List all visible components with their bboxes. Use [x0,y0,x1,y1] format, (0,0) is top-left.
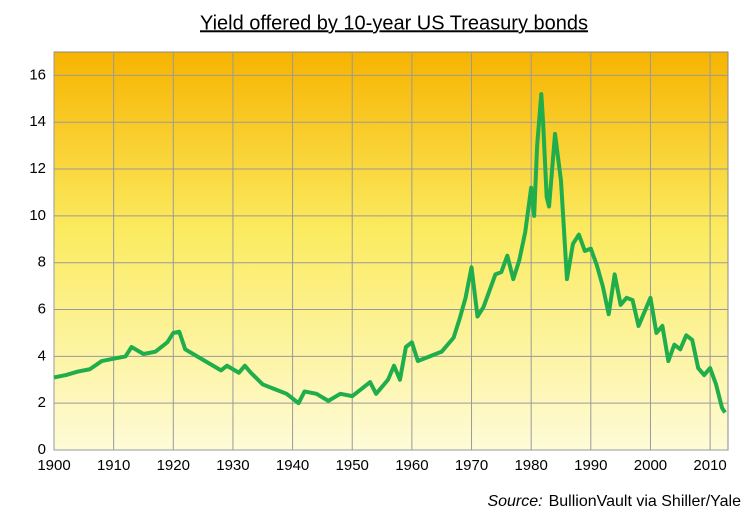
source-text: BullionVault via Shiller/Yale [549,493,742,510]
y-tick-label: 0 [38,441,46,458]
x-tick-label: 1910 [97,457,130,474]
plot-area [53,51,729,451]
x-tick-label: 1990 [574,457,607,474]
y-tick-label: 6 [38,300,46,317]
source: Source: BullionVault via Shiller/Yale [487,493,741,510]
y-tick-label: 10 [29,207,46,224]
x-tick-label: 1920 [157,457,190,474]
x-tick-label: 1980 [514,457,547,474]
source-label: Source: [487,493,542,510]
x-tick-label: 1900 [37,457,70,474]
x-tick-label: 1930 [216,457,249,474]
y-tick-label: 2 [38,394,46,411]
x-tick-label: 1960 [395,457,428,474]
y-tick-label: 4 [38,347,46,364]
yield-line [53,92,727,414]
y-tick-label: 12 [29,160,46,177]
y-tick-label: 16 [29,66,46,83]
x-tick-label: 1950 [336,457,369,474]
x-tick-label: 2000 [634,457,667,474]
x-tick-label: 2010 [693,457,726,474]
chart-title: Yield offered by 10-year US Treasury bon… [200,12,588,34]
y-tick-label: 8 [38,254,46,271]
x-tick-label: 1970 [455,457,488,474]
x-tick-label: 1940 [276,457,309,474]
y-tick-label: 14 [29,113,46,130]
